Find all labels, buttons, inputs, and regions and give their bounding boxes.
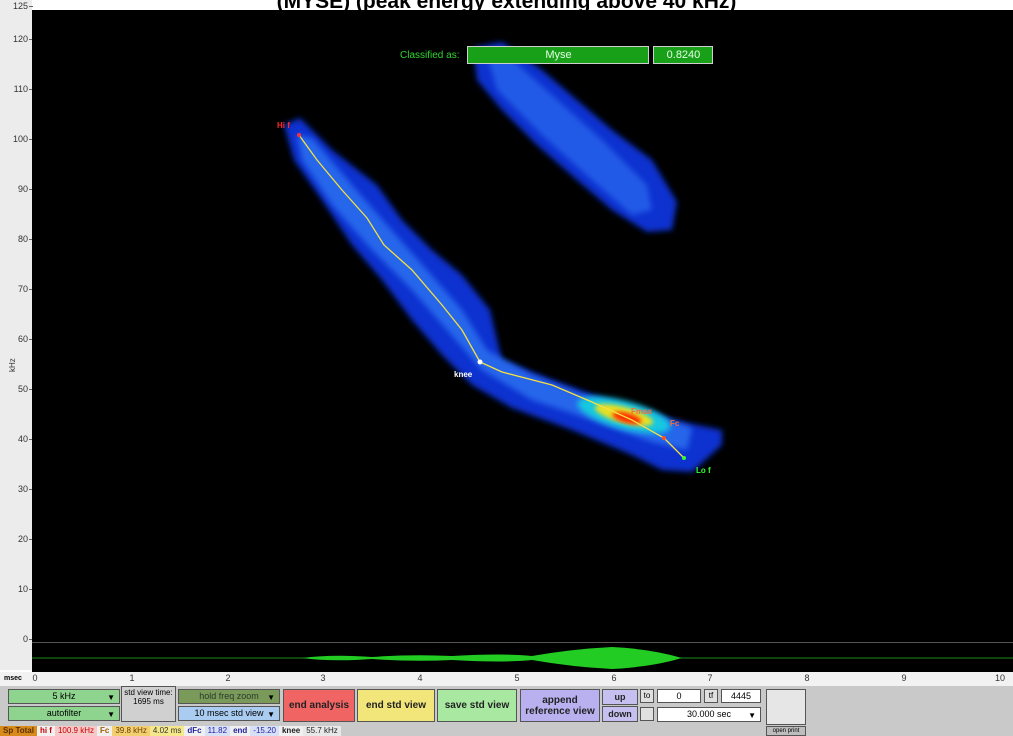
waveform-envelope — [302, 647, 682, 669]
species-total-button[interactable]: Sp Total — [0, 726, 37, 736]
tf-input[interactable]: 4445 — [721, 689, 761, 703]
harmonic-core — [487, 55, 652, 215]
y-tick-20: 20 — [2, 534, 33, 544]
open-print-button[interactable]: open print — [766, 726, 806, 736]
x-tick-3: 3 — [320, 673, 326, 683]
waveform-view[interactable] — [32, 642, 1013, 673]
x-tick-7: 7 — [707, 673, 713, 683]
std-view-window-value: 10 msec std view — [194, 708, 264, 718]
hold-freq-zoom-label: hold freq zoom — [199, 691, 259, 701]
open-print-panel[interactable] — [766, 689, 806, 725]
y-tick-50: 50 — [2, 384, 33, 394]
y-axis-label: kHz — [8, 358, 17, 372]
status-bar: Sp Total hi f 100.9 kHz Fc 39.8 kHz 4.02… — [0, 726, 341, 736]
dfc-value: 11.82 — [204, 726, 231, 736]
time-unit-label: msec — [4, 675, 22, 682]
classification-confidence: 0.8240 — [653, 46, 714, 64]
end-std-view-button[interactable]: end std view — [357, 689, 435, 722]
knee-point — [477, 359, 483, 365]
duration-dropdown[interactable]: 30.000 sec — [657, 707, 761, 722]
fmax-label: Fmax — [631, 407, 652, 416]
spectrogram-canvas[interactable]: Hi f knee Fmax Fc Lo f — [32, 10, 1013, 642]
lo-f-label: Lo f — [696, 466, 711, 475]
frequency-step-value: 5 kHz — [52, 691, 76, 701]
x-tick-1: 1 — [129, 673, 135, 683]
y-tick-10: 10 — [2, 584, 33, 594]
y-tick-70: 70 — [2, 284, 33, 294]
chart-title: (MYSE) (peak energy extending above 40 k… — [276, 0, 737, 13]
y-tick-100: 100 — [2, 134, 33, 144]
call-trace — [298, 134, 685, 459]
classified-species: Myse — [467, 46, 650, 64]
fc-point — [662, 436, 666, 440]
duration-value: 30.000 sec — [686, 709, 732, 719]
hold-freq-zoom-dropdown[interactable]: hold freq zoom — [178, 689, 280, 704]
duration-value: 4.02 ms — [149, 726, 185, 736]
knee-value: 55.7 kHz — [303, 726, 341, 736]
append-reference-view-button[interactable]: append reference view — [520, 689, 600, 722]
x-tick-9: 9 — [901, 673, 907, 683]
x-tick-0: 0 — [32, 673, 38, 683]
frequency-axis: 125 120 110 100 90 80 70 60 50 40 30 20 … — [0, 0, 33, 670]
y-tick-30: 30 — [2, 484, 33, 494]
y-tick-90: 90 — [2, 184, 33, 194]
frequency-step-dropdown[interactable]: 5 kHz — [8, 689, 120, 704]
down-button[interactable]: down — [602, 706, 638, 722]
hi-f-label: Hi f — [277, 121, 290, 130]
hif-label: hi f — [36, 726, 55, 736]
to-label: to — [640, 689, 654, 703]
up-button[interactable]: up — [602, 689, 638, 705]
end-label: end — [230, 726, 251, 736]
fc-status-label: Fc — [97, 726, 113, 736]
dfc-label: dFc — [184, 726, 205, 736]
y-tick-80: 80 — [2, 234, 33, 244]
y-tick-125: 125 — [2, 1, 33, 11]
fc-value: 39.8 kHz — [112, 726, 150, 736]
y-tick-60: 60 — [2, 334, 33, 344]
classified-as-label: Classified as: — [400, 49, 460, 61]
std-view-time-value: 1695 ms — [133, 697, 164, 706]
hi-f-point — [297, 133, 301, 137]
std-view-window-dropdown[interactable]: 10 msec std view — [178, 706, 280, 721]
x-tick-4: 4 — [417, 673, 423, 683]
waveform-drawing — [32, 647, 1013, 669]
y-tick-110: 110 — [2, 84, 33, 94]
std-view-time-label: std view time: — [124, 688, 173, 697]
hif-value: 100.9 kHz — [54, 726, 97, 736]
tf-label: tf — [704, 689, 718, 703]
x-tick-8: 8 — [804, 673, 810, 683]
to-input[interactable]: 0 — [657, 689, 701, 703]
x-tick-6: 6 — [611, 673, 617, 683]
filter-dropdown[interactable]: autofilter — [8, 706, 120, 721]
y-tick-120: 120 — [2, 34, 33, 44]
classification-panel: Classified as: Myse 0.8240 — [400, 46, 714, 64]
time-axis: msec 0 1 2 3 4 5 6 7 8 9 10 — [0, 672, 1013, 686]
y-tick-40: 40 — [2, 434, 33, 444]
end-analysis-button[interactable]: end analysis — [283, 689, 355, 722]
y-tick-0: 0 — [2, 634, 33, 644]
x-tick-10: 10 — [994, 673, 1006, 683]
save-std-view-button[interactable]: save std view — [437, 689, 517, 722]
lo-f-point — [682, 456, 686, 460]
x-tick-5: 5 — [514, 673, 520, 683]
x-tick-2: 2 — [225, 673, 231, 683]
filter-value: autofilter — [46, 708, 82, 718]
end-value: -15.20 — [250, 726, 279, 736]
knee-label: knee — [454, 370, 473, 379]
std-view-time-display: std view time: 1695 ms — [121, 686, 176, 722]
checkbox[interactable] — [640, 707, 654, 721]
fc-label: Fc — [670, 419, 680, 428]
spectrogram-drawing — [284, 42, 722, 472]
knee-status-label: knee — [278, 726, 304, 736]
